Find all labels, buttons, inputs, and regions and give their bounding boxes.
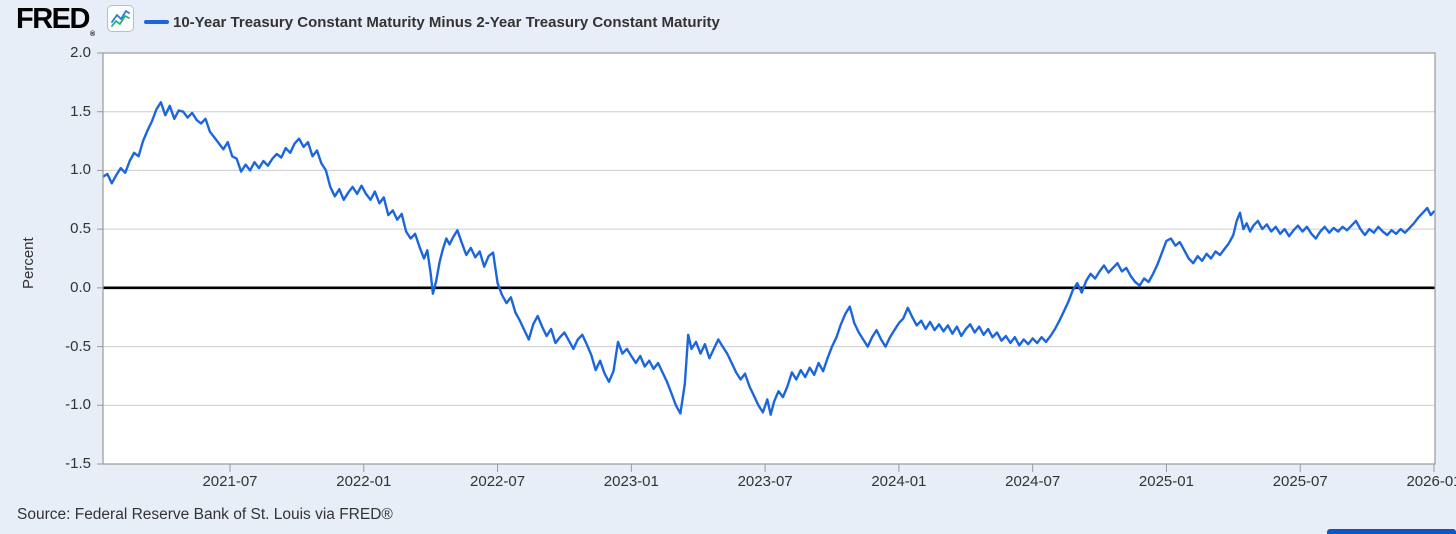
registered-mark: ® (89, 31, 96, 38)
x-tick-label-2024-07: 2024-07 (1005, 473, 1061, 490)
x-tick-label-2025-07: 2025-07 (1272, 473, 1328, 490)
y-tick-label-1.5: 1.5 (70, 102, 91, 120)
partial-bottom-button[interactable] (1327, 529, 1456, 534)
fred-logo-text: FRED (16, 3, 90, 35)
x-tick-label-2026-01: 2026-01 (1406, 473, 1456, 490)
x-tick-label-2021-07: 2021-07 (202, 473, 258, 490)
plot-border (102, 52, 1436, 465)
x-tick-label-2022-01: 2022-01 (336, 473, 392, 490)
y-tick-label--1.0: -1.0 (65, 396, 91, 414)
legend-line-swatch (144, 20, 169, 24)
x-tick-label-2022-07: 2022-07 (470, 473, 526, 490)
x-tick-label-2023-07: 2023-07 (737, 473, 793, 490)
x-tick-label-2024-01: 2024-01 (871, 473, 927, 490)
y-tick-label-0.5: 0.5 (70, 220, 91, 238)
x-tick-label-2025-01: 2025-01 (1138, 473, 1194, 490)
y-tick-label--1.5: -1.5 (65, 455, 91, 472)
line-chart-icon (107, 5, 134, 32)
y-tick-label--0.5: -0.5 (65, 337, 91, 355)
series-line (102, 101, 1436, 416)
x-tick-label-2023-01: 2023-01 (603, 473, 659, 490)
plot-background (103, 53, 1435, 464)
y-tick-label-2.0: 2.0 (70, 44, 91, 61)
source-attribution: Source: Federal Reserve Bank of St. Loui… (17, 506, 393, 523)
fred-logo[interactable]: FRED® (16, 4, 95, 50)
y-tick-label-0.0: 0.0 (70, 278, 91, 296)
y-tick-label-1.0: 1.0 (70, 161, 91, 179)
series-title: 10-Year Treasury Constant Maturity Minus… (173, 14, 720, 31)
